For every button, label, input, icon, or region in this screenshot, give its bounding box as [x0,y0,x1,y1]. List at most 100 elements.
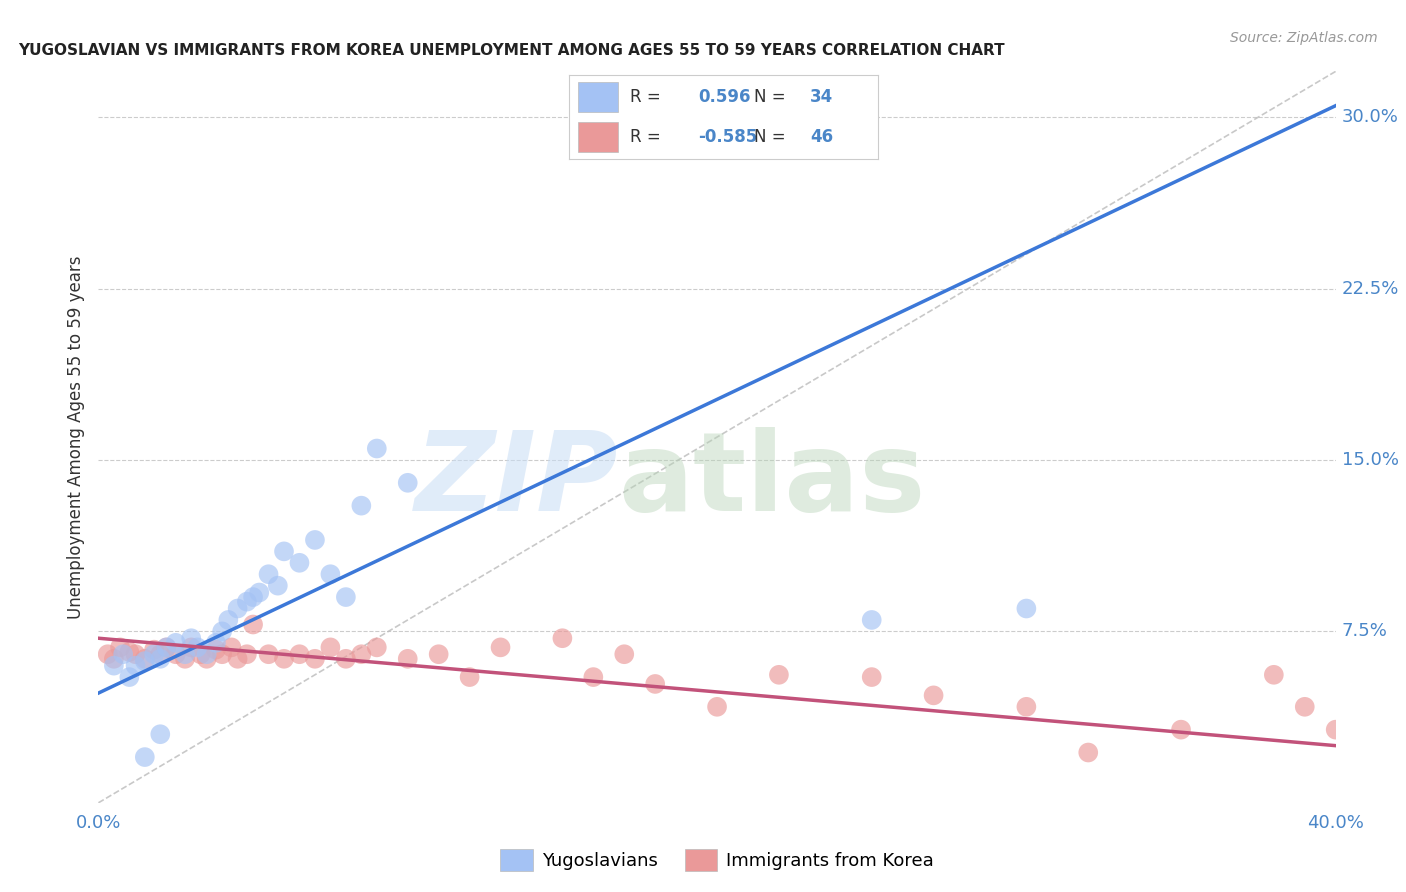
Text: 22.5%: 22.5% [1341,279,1399,298]
Point [319,567,342,582]
Point [124,658,146,673]
Point [180,640,202,655]
Point [180,632,202,646]
Point [319,640,342,655]
Text: YUGOSLAVIAN VS IMMIGRANTS FROM KOREA UNEMPLOYMENT AMONG AGES 55 TO 59 YEARS CORR: YUGOSLAVIAN VS IMMIGRANTS FROM KOREA UNE… [18,43,1005,58]
Point [582,670,605,684]
Point [134,654,156,668]
Point [644,677,666,691]
Text: ZIP: ZIP [415,427,619,534]
Point [226,601,249,615]
Point [288,647,311,661]
Point [768,667,790,681]
Point [273,544,295,558]
Point [257,647,280,661]
Point [221,640,243,655]
Point [205,642,228,657]
Text: N =: N = [754,128,792,146]
Point [155,640,177,655]
Point [165,636,187,650]
Point [103,658,125,673]
Text: 30.0%: 30.0% [1341,108,1399,126]
Point [350,647,373,661]
Point [118,645,141,659]
Point [613,647,636,661]
Point [103,652,125,666]
Point [174,652,197,666]
Text: R =: R = [630,128,672,146]
Point [195,647,218,661]
Point [350,499,373,513]
Point [112,647,135,661]
Point [190,647,212,661]
Point [267,579,290,593]
Point [427,647,450,661]
Point [366,442,388,456]
Point [155,640,177,655]
Point [124,647,146,661]
Point [195,652,218,666]
Point [205,636,228,650]
Point [211,647,233,661]
Point [706,699,728,714]
Point [174,647,197,661]
Point [149,652,172,666]
Point [143,647,166,661]
Text: R =: R = [630,88,672,106]
Text: 34: 34 [810,88,834,106]
Point [860,613,883,627]
Text: Source: ZipAtlas.com: Source: ZipAtlas.com [1230,31,1378,45]
Point [1170,723,1192,737]
Point [396,652,419,666]
Point [242,617,264,632]
Y-axis label: Unemployment Among Ages 55 to 59 years: Unemployment Among Ages 55 to 59 years [66,255,84,619]
Point [1294,699,1316,714]
Text: 0.596: 0.596 [699,88,751,106]
Point [236,594,259,608]
Point [108,640,131,655]
Point [273,652,295,666]
Point [396,475,419,490]
Point [1077,746,1099,760]
Point [458,670,481,684]
Point [551,632,574,646]
FancyBboxPatch shape [578,82,619,112]
Point [335,652,357,666]
Point [149,727,172,741]
Point [304,533,326,547]
Point [134,750,156,764]
Text: N =: N = [754,88,792,106]
Point [1324,723,1347,737]
Point [236,647,259,661]
Text: 46: 46 [810,128,832,146]
Point [1015,601,1038,615]
Legend: Yugoslavians, Immigrants from Korea: Yugoslavians, Immigrants from Korea [494,841,941,878]
Text: 15.0%: 15.0% [1341,451,1399,469]
Point [247,585,270,599]
Point [860,670,883,684]
Point [304,652,326,666]
Point [335,590,357,604]
Point [165,647,187,661]
Point [366,640,388,655]
Point [118,670,141,684]
Point [186,640,208,655]
Point [1015,699,1038,714]
FancyBboxPatch shape [578,122,619,153]
Point [489,640,512,655]
Point [242,590,264,604]
Point [149,647,172,661]
Point [143,642,166,657]
Point [211,624,233,639]
Point [288,556,311,570]
Text: atlas: atlas [619,427,925,534]
Point [134,652,156,666]
Point [1263,667,1285,681]
Text: 7.5%: 7.5% [1341,623,1388,640]
Point [226,652,249,666]
Point [922,689,945,703]
Text: -0.585: -0.585 [699,128,758,146]
Point [97,647,120,661]
Point [217,613,239,627]
Point [257,567,280,582]
